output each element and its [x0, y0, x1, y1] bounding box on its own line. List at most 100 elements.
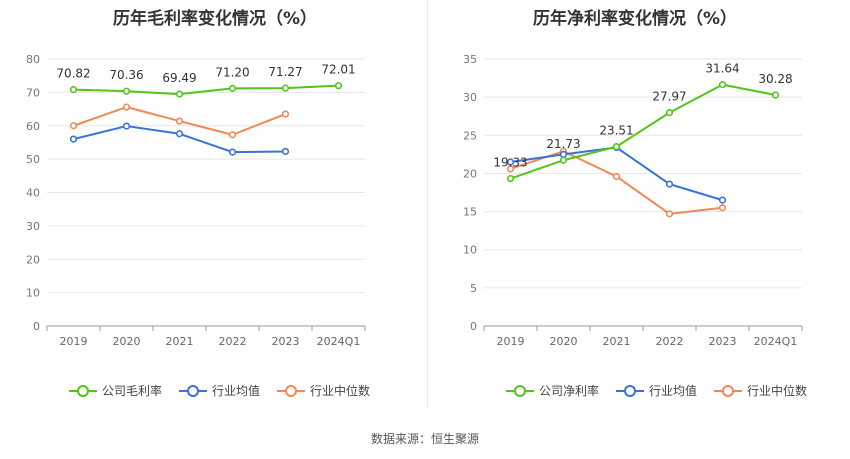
data-point — [718, 204, 727, 212]
data-label: 71.27 — [268, 65, 302, 79]
y-tick-label: 40 — [26, 187, 40, 200]
series-line — [73, 84, 339, 96]
data-point — [718, 196, 727, 204]
legend-swatch — [616, 384, 645, 397]
y-tick-label: 70 — [26, 86, 40, 99]
data-point — [559, 150, 568, 158]
y-tick-label: 35 — [463, 53, 477, 66]
data-point — [334, 82, 343, 90]
data-point — [122, 87, 131, 95]
gross-margin-chart: 0 10 20 30 40 50 60 70 80 2019 2020 2021 2022 2023 202… — [26, 53, 366, 348]
data-point — [506, 158, 515, 166]
x-tick-label: 2023 — [709, 335, 737, 348]
x-tick-label: 2024Q1 — [317, 335, 361, 348]
data-point — [228, 148, 237, 156]
series-line — [510, 83, 776, 180]
y-tick-label: 80 — [26, 53, 40, 66]
data-point — [175, 117, 184, 125]
data-point — [718, 81, 727, 89]
data-label: 31.64 — [705, 62, 739, 76]
data-label: 23.51 — [599, 124, 633, 138]
data-point — [281, 84, 290, 92]
y-tick-label: 25 — [463, 129, 477, 142]
legend-item[interactable]: 行业均值 — [178, 382, 260, 399]
legend-label: 行业均值 — [649, 384, 698, 398]
legend-label: 公司净利率 — [539, 384, 600, 398]
y-tick-label: 20 — [26, 253, 40, 266]
data-source-note: 数据来源：恒生聚源 — [370, 432, 479, 446]
legend-label: 行业中位数 — [310, 384, 371, 398]
data-point — [69, 86, 78, 94]
y-tick-label: 5 — [470, 282, 477, 295]
gross-margin-legend: 公司毛利率 行业均值 行业中位数 — [68, 382, 386, 399]
data-label: 69.49 — [162, 71, 196, 85]
data-point — [228, 131, 237, 139]
legend-item[interactable]: 行业均值 — [615, 382, 697, 399]
data-point — [506, 174, 515, 183]
data-point — [69, 135, 78, 143]
data-label: 21.73 — [546, 137, 580, 151]
data-point — [506, 165, 515, 173]
x-tick-label: 2021 — [166, 335, 194, 348]
legend-swatch — [277, 384, 306, 397]
data-label: 72.01 — [321, 63, 355, 77]
data-point — [281, 110, 290, 118]
chart-divider — [427, 0, 428, 408]
data-point — [228, 84, 237, 92]
data-label: 70.36 — [109, 68, 143, 82]
data-point — [612, 172, 621, 181]
data-point — [122, 122, 131, 130]
legend-swatch — [69, 384, 97, 397]
y-tick-label: 60 — [26, 120, 40, 133]
x-tick-label: 2020 — [550, 335, 578, 348]
y-tick-label: 10 — [463, 244, 477, 257]
data-point — [69, 122, 78, 130]
y-tick-label: 50 — [26, 153, 40, 166]
series-line — [510, 150, 723, 215]
data-point — [122, 103, 131, 111]
data-label: 30.28 — [758, 72, 792, 86]
legend-item[interactable]: 行业中位数 — [713, 382, 807, 399]
legend-label: 公司毛利率 — [102, 384, 163, 398]
data-label: 27.97 — [652, 90, 686, 104]
legend-swatch — [506, 384, 534, 397]
data-point — [559, 156, 568, 164]
data-point — [281, 147, 290, 156]
chart-title-net-margin: 历年净利率变化情况（%） — [532, 9, 738, 29]
legend-swatch — [179, 384, 208, 397]
y-tick-label: 15 — [463, 206, 477, 219]
data-label: 19.33 — [493, 156, 527, 170]
y-tick-label: 30 — [463, 91, 477, 104]
x-tick-label: 2020 — [113, 335, 141, 348]
net-margin-chart: 0 5 10 15 20 25 30 35 2019 2020 2021 2022 2023 2024Q1… — [463, 53, 803, 348]
data-label: 71.20 — [215, 65, 249, 79]
data-point — [175, 90, 184, 98]
x-tick-label: 2023 — [272, 335, 300, 348]
legend-item[interactable]: 公司净利率 — [505, 382, 599, 399]
data-point — [665, 180, 674, 188]
data-point — [771, 91, 780, 99]
x-tick-label: 2021 — [603, 335, 631, 348]
x-tick-label: 2019 — [497, 335, 525, 348]
x-tick-label: 2022 — [219, 335, 247, 348]
legend-label: 行业中位数 — [747, 384, 808, 398]
legend-item[interactable]: 公司毛利率 — [68, 382, 162, 399]
x-tick-label: 2022 — [656, 335, 684, 348]
y-tick-label: 0 — [470, 320, 477, 333]
x-tick-label: 2019 — [60, 335, 88, 348]
y-tick-label: 0 — [33, 320, 40, 333]
data-point — [175, 130, 184, 138]
legend-label: 行业均值 — [212, 384, 261, 398]
chart-title-gross-margin: 历年毛利率变化情况（%） — [112, 9, 318, 29]
series-line — [73, 125, 286, 154]
y-tick-label: 10 — [26, 287, 40, 300]
data-point — [665, 109, 674, 117]
legend-item[interactable]: 行业中位数 — [276, 382, 370, 399]
legend-swatch — [714, 384, 743, 397]
y-tick-label: 30 — [26, 220, 40, 233]
data-point — [665, 210, 674, 218]
data-point — [612, 143, 621, 151]
y-tick-label: 20 — [463, 167, 477, 180]
data-label: 70.82 — [56, 67, 90, 81]
